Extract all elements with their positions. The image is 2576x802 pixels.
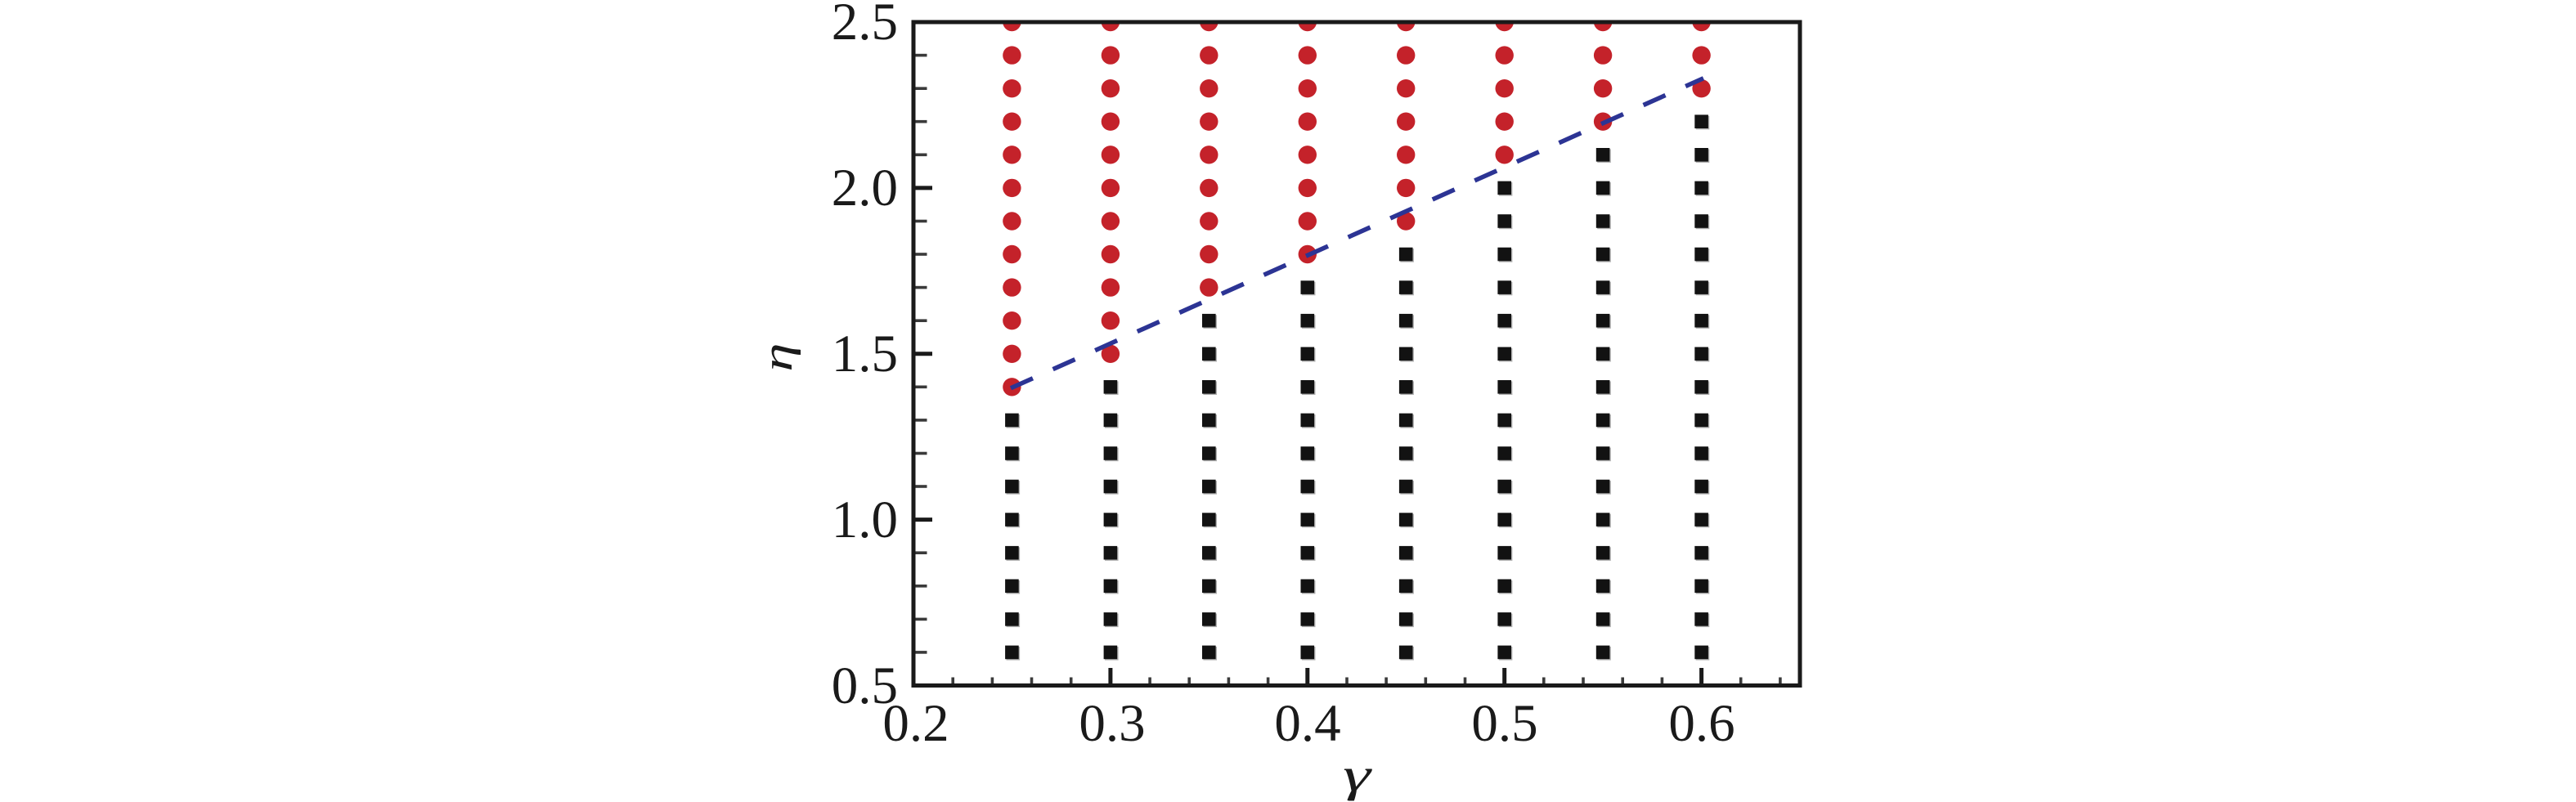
svg-text:0.5: 0.5: [832, 656, 898, 715]
svg-text:0.3: 0.3: [1079, 694, 1145, 753]
svg-text:0.4: 0.4: [1274, 694, 1340, 753]
svg-text:η: η: [755, 343, 801, 371]
svg-text:γ: γ: [1343, 748, 1372, 801]
svg-text:2.0: 2.0: [832, 159, 898, 217]
svg-text:0.2: 0.2: [882, 694, 949, 753]
svg-text:1.5: 1.5: [832, 325, 898, 383]
svg-text:0.5: 0.5: [1471, 694, 1537, 753]
svg-text:1.0: 1.0: [832, 491, 898, 549]
svg-text:0.6: 0.6: [1668, 694, 1735, 753]
svg-text:2.5: 2.5: [832, 0, 898, 52]
